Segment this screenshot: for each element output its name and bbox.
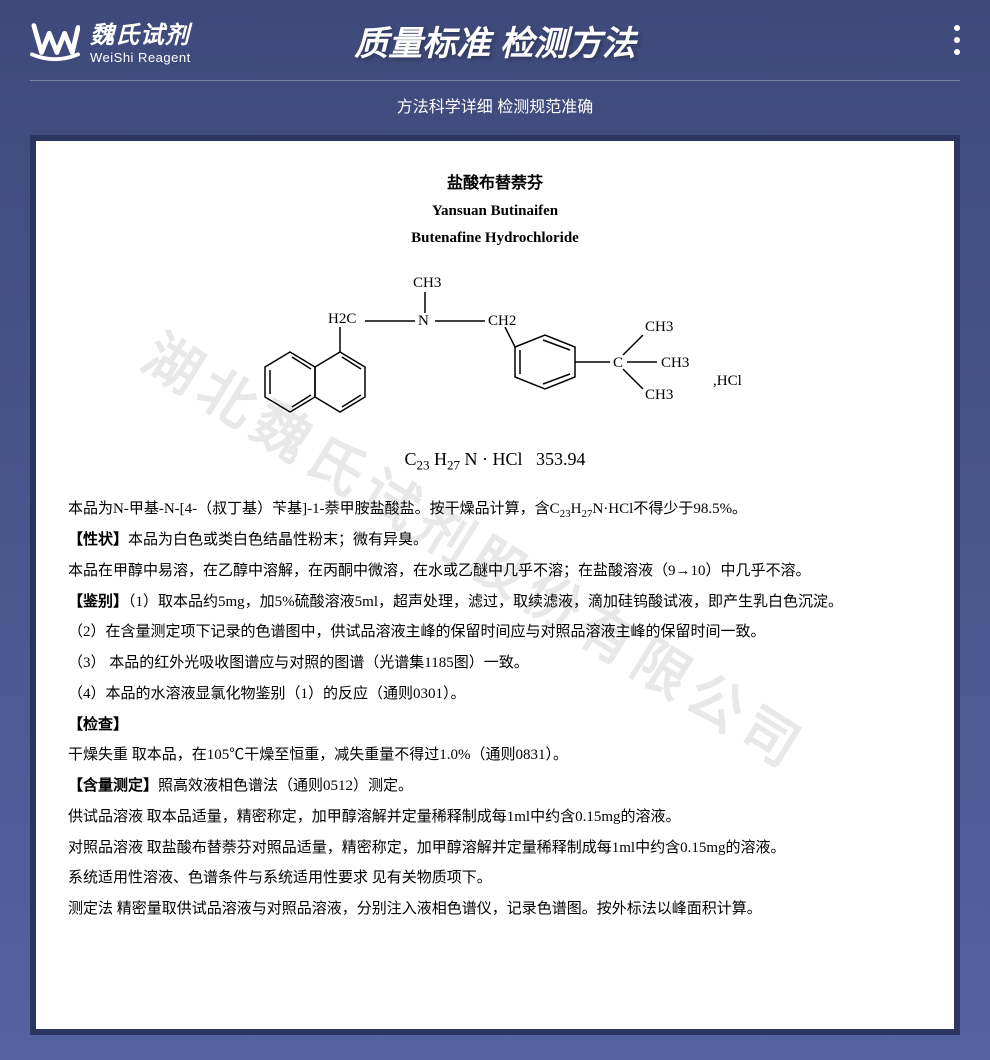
label-ch2-right: CH2 — [488, 313, 516, 329]
compound-name-cn: 盐酸布替萘芬 — [68, 169, 922, 193]
section-tests: 【检查】 — [68, 710, 922, 741]
page-subtitle: 方法科学详细 检测规范准确 — [0, 93, 990, 117]
label-c: C — [613, 355, 623, 371]
chemical-structure-diagram: H2C N CH3 CH2 C CH3 CH3 CH3 ,HCl — [215, 267, 775, 437]
assay-system-suitability: 系统适用性溶液、色谱条件与系统适用性要求 见有关物质项下。 — [68, 863, 922, 894]
menu-icon[interactable] — [954, 25, 960, 55]
label-ch3-top: CH3 — [413, 275, 441, 291]
assay-procedure: 测定法 精密量取供试品溶液与对照品溶液，分别注入液相色谱仪，记录色谱图。按外标法… — [68, 894, 922, 925]
label-ch3-3: CH3 — [645, 387, 673, 403]
properties-solubility: 本品在甲醇中易溶，在乙醇中溶解，在丙酮中微溶，在水或乙醚中几乎不溶；在盐酸溶液（… — [68, 556, 922, 587]
assay-reference-solution: 对照品溶液 取盐酸布替萘芬对照品适量，精密称定，加甲醇溶解并定量稀释制成每1ml… — [68, 833, 922, 864]
section-identification: 【鉴别】（1）取本品约5mg，加5%硫酸溶液5ml，超声处理，滤过，取续滤液，滴… — [68, 587, 922, 618]
identification-2: （2）在含量测定项下记录的色谱图中，供试品溶液主峰的保留时间应与对照品溶液主峰的… — [68, 617, 922, 648]
identification-4: （4）本品的水溶液显氯化物鉴别（1）的反应（通则0301）。 — [68, 679, 922, 710]
header-divider — [30, 80, 960, 81]
document-body: 本品为N-甲基-N-[4-（叔丁基）苄基]-1-萘甲胺盐酸盐。按干燥品计算，含C… — [68, 494, 922, 925]
compound-name-pinyin: Yansuan Butinaifen — [68, 203, 922, 220]
intro-text: 本品为N-甲基-N-[4-（叔丁基）苄基]-1-萘甲胺盐酸盐。按干燥品计算，含C… — [68, 494, 922, 526]
label-h2c: H2C — [328, 311, 356, 327]
page-header: 魏氏试剂 WeiShi Reagent 质量标准 检测方法 — [0, 0, 990, 80]
label-ch3-2: CH3 — [661, 355, 689, 371]
brand-logo-icon — [30, 16, 80, 64]
logo-english: WeiShi Reagent — [90, 50, 191, 65]
compound-name-en: Butenafine Hydrochloride — [68, 230, 922, 247]
label-hcl: ,HCl — [713, 373, 742, 389]
logo-text: 魏氏试剂 WeiShi Reagent — [90, 15, 191, 65]
section-properties: 【性状】本品为白色或类白色结晶性粉末；微有异臭。 — [68, 525, 922, 556]
assay-test-solution: 供试品溶液 取本品适量，精密称定，加甲醇溶解并定量稀释制成每1ml中约含0.15… — [68, 802, 922, 833]
logo: 魏氏试剂 WeiShi Reagent — [30, 15, 191, 65]
section-assay: 【含量测定】照高效液相色谱法（通则0512）测定。 — [68, 771, 922, 802]
label-n: N — [418, 313, 429, 329]
label-ch3-1: CH3 — [645, 319, 673, 335]
identification-3: （3） 本品的红外光吸收图谱应与对照的图谱（光谱集1185图）一致。 — [68, 648, 922, 679]
logo-chinese: 魏氏试剂 — [90, 15, 191, 50]
document-container: 湖北魏氏试剂股份有限公司 盐酸布替萘芬 Yansuan Butinaifen B… — [30, 135, 960, 1035]
page-title: 质量标准 检测方法 — [354, 16, 635, 65]
molecular-formula: C23 H27 N · HCl 353.94 — [68, 449, 922, 474]
test-loss-on-drying: 干燥失重 取本品，在105℃干燥至恒重，减失重量不得过1.0%（通则0831）。 — [68, 740, 922, 771]
